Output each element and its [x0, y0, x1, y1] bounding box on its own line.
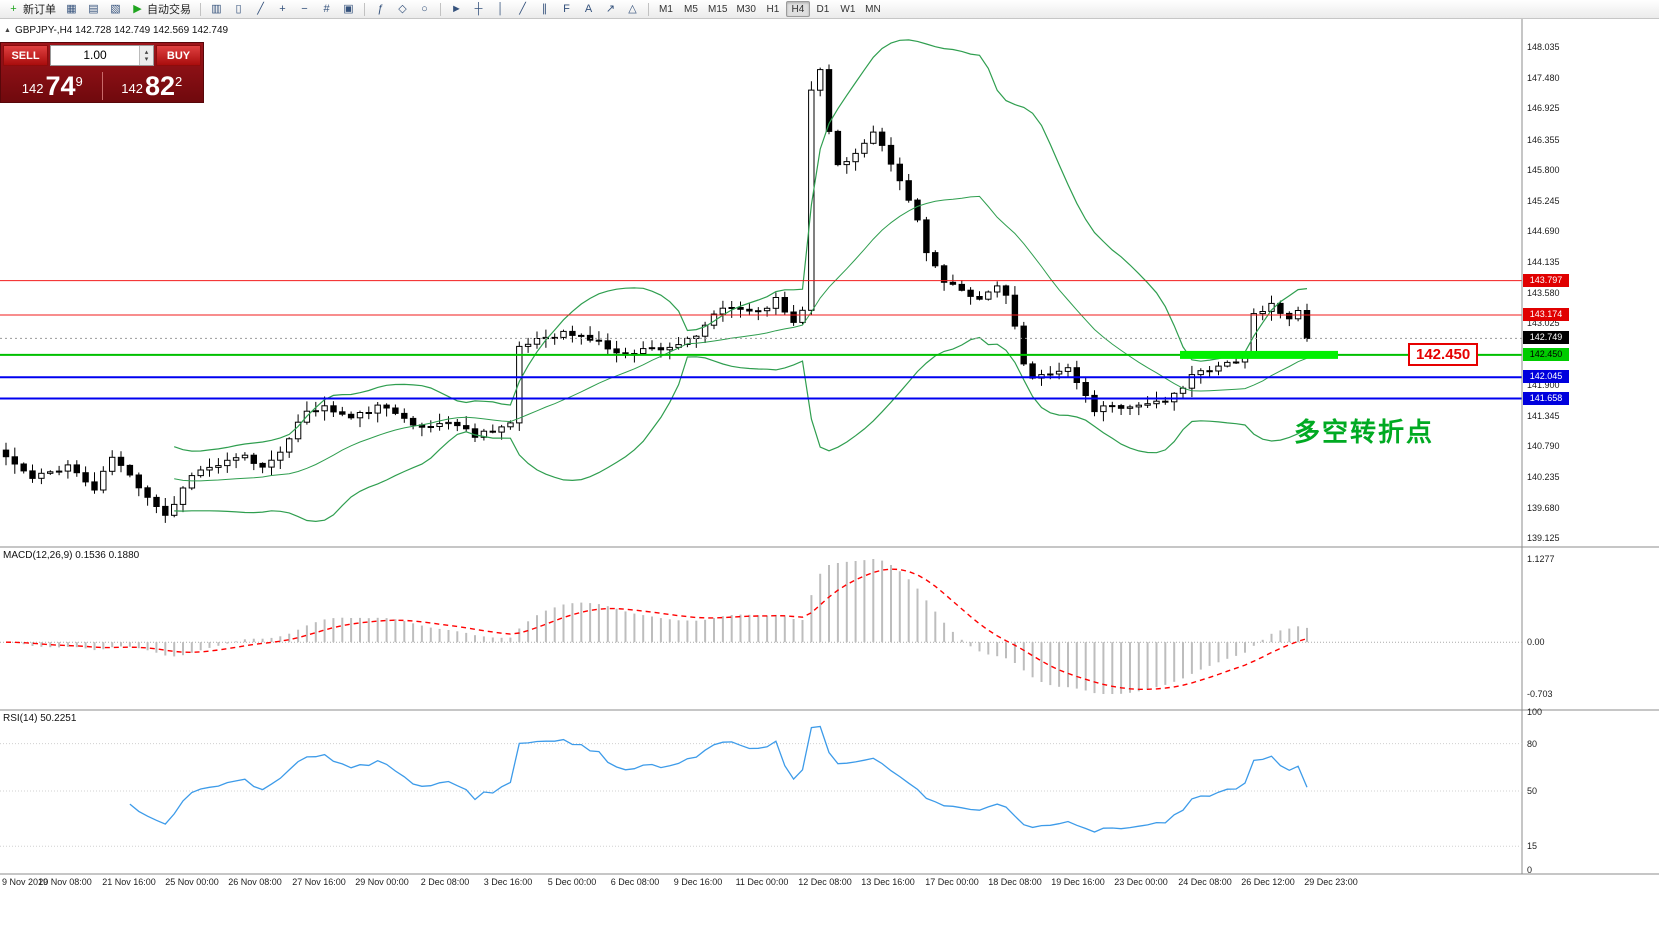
- volume-value[interactable]: 1.00: [83, 48, 107, 62]
- buy-price[interactable]: 142 82 2: [105, 73, 200, 100]
- channel-tool-button[interactable]: ∥: [534, 1, 555, 18]
- autotrade-button[interactable]: ▶ 自动交易: [127, 1, 195, 18]
- timeframe-button-h1[interactable]: H1: [761, 1, 785, 17]
- shapes-icon: △: [628, 2, 637, 15]
- buy-price-sup: 2: [175, 74, 183, 89]
- vertical-line-icon: │: [497, 2, 504, 15]
- symbol-marker-icon: ▲: [4, 27, 11, 34]
- grid-icon: #: [323, 2, 330, 15]
- zoom-in-icon: +: [279, 2, 286, 15]
- timeframe-button-mn[interactable]: MN: [861, 1, 885, 17]
- buy-price-prefix: 142: [121, 81, 143, 96]
- macd-label: MACD(12,26,9) 0.1536 0.1880: [3, 550, 140, 561]
- buy-button[interactable]: BUY: [156, 45, 201, 66]
- volume-field[interactable]: 1.00 ▴ ▾: [50, 45, 154, 66]
- buy-price-big: 82: [144, 71, 175, 101]
- preview-button[interactable]: ▧: [105, 1, 126, 18]
- line-chart-icon: ╱: [257, 2, 264, 15]
- bar-chart-icon: ▥: [211, 2, 222, 15]
- new-order-label: 新订单: [23, 4, 56, 16]
- text-icon: A: [584, 2, 593, 15]
- volume-down-icon[interactable]: ▾: [144, 55, 149, 63]
- autotrade-label: 自动交易: [147, 4, 191, 16]
- chart-window-icon: ▦: [66, 2, 77, 15]
- one-click-trading-panel: SELL 1.00 ▴ ▾ BUY 142 74 9 1: [0, 42, 204, 103]
- crosshair-icon: ┼: [474, 2, 483, 15]
- price-divider: [101, 72, 103, 100]
- sell-price[interactable]: 142 74 9: [5, 73, 100, 100]
- timeframe-button-m15[interactable]: M15: [704, 1, 731, 17]
- channel-icon: ∥: [541, 2, 548, 15]
- level-callout: 142.450: [1408, 343, 1479, 366]
- timeframe-button-w1[interactable]: W1: [836, 1, 860, 17]
- timeframe-button-m1[interactable]: M1: [654, 1, 678, 17]
- chart-window: 148.035 147.480 146.925 146.355 145.800 145.2…: [0, 19, 1659, 946]
- timeframe-button-h4[interactable]: H4: [785, 1, 810, 17]
- indicators-button[interactable]: ƒ: [370, 1, 391, 18]
- sell-price-sup: 9: [75, 74, 83, 89]
- volume-spinner[interactable]: ▴ ▾: [139, 46, 153, 65]
- candlestick-mode-button[interactable]: ▯: [228, 1, 249, 18]
- trendline-icon: ╱: [519, 2, 526, 15]
- timeframe-button-m30[interactable]: M30: [732, 1, 759, 17]
- text-tool-button[interactable]: A: [578, 1, 599, 18]
- sell-price-big: 74: [45, 71, 76, 101]
- rsi-label: RSI(14) 50.2251: [3, 713, 77, 724]
- toolbar-separator: [648, 2, 649, 16]
- toolbar-separator: [200, 2, 201, 16]
- line-chart-mode-button[interactable]: ╱: [250, 1, 271, 18]
- price-chart-canvas[interactable]: [0, 19, 1659, 946]
- arrow-icon: ↗: [605, 2, 616, 15]
- period-icon: ○: [421, 2, 428, 15]
- arrow-tool-button[interactable]: ↗: [600, 1, 621, 18]
- preview-icon: ▧: [110, 2, 121, 15]
- trendline-tool-button[interactable]: ╱: [512, 1, 533, 18]
- objects-list-button[interactable]: ◇: [392, 1, 413, 18]
- ohlc-text: GBPJPY-,H4 142.728 142.749 142.569 142.7…: [14, 25, 229, 36]
- period-button[interactable]: ○: [414, 1, 435, 18]
- printer-icon: ▤: [88, 2, 99, 15]
- sell-price-prefix: 142: [21, 81, 44, 96]
- new-order-icon: +: [10, 2, 17, 15]
- tile-windows-button[interactable]: ▣: [338, 1, 359, 18]
- vertical-line-tool-button[interactable]: │: [490, 1, 511, 18]
- crosshair-tool-button[interactable]: ┼: [468, 1, 489, 18]
- cursor-icon: ►: [451, 2, 462, 15]
- chart-window-button[interactable]: ▦: [61, 1, 82, 18]
- cursor-tool-button[interactable]: ►: [446, 1, 467, 18]
- indicators-icon: ƒ: [377, 2, 384, 15]
- shapes-tool-button[interactable]: △: [622, 1, 643, 18]
- sell-button[interactable]: SELL: [3, 45, 48, 66]
- chart-ohlc-info: ▲ GBPJPY-,H4 142.728 142.749 142.569 142…: [4, 25, 228, 36]
- zoom-out-button[interactable]: −: [294, 1, 315, 18]
- print-button[interactable]: ▤: [83, 1, 104, 18]
- zoom-out-icon: −: [301, 2, 308, 15]
- main-toolbar: + 新订单 ▦ ▤ ▧ ▶ 自动交易 ▥ ▯ ╱ + − # ▣ ƒ ◇ ○ ►…: [0, 0, 1659, 19]
- objects-icon: ◇: [398, 2, 407, 15]
- timeframe-toolbar: M1 M5 M15 M30 H1 H4 D1 W1 MN: [654, 1, 885, 17]
- toolbar-separator: [440, 2, 441, 16]
- turning-point-annotation: 多空转折点: [1294, 417, 1435, 447]
- bar-chart-mode-button[interactable]: ▥: [206, 1, 227, 18]
- toolbar-separator: [364, 2, 365, 16]
- volume-up-icon[interactable]: ▴: [144, 48, 149, 56]
- timeframe-button-m5[interactable]: M5: [679, 1, 703, 17]
- zoom-in-button[interactable]: +: [272, 1, 293, 18]
- timeframe-button-d1[interactable]: D1: [811, 1, 835, 17]
- autotrade-play-icon: ▶: [133, 2, 142, 15]
- fibonacci-tool-button[interactable]: F: [556, 1, 577, 18]
- fibonacci-icon: F: [563, 2, 570, 15]
- candlestick-icon: ▯: [235, 2, 242, 15]
- tile-windows-icon: ▣: [343, 2, 354, 15]
- grid-toggle-button[interactable]: #: [316, 1, 337, 18]
- new-order-button[interactable]: + 新订单: [3, 1, 60, 18]
